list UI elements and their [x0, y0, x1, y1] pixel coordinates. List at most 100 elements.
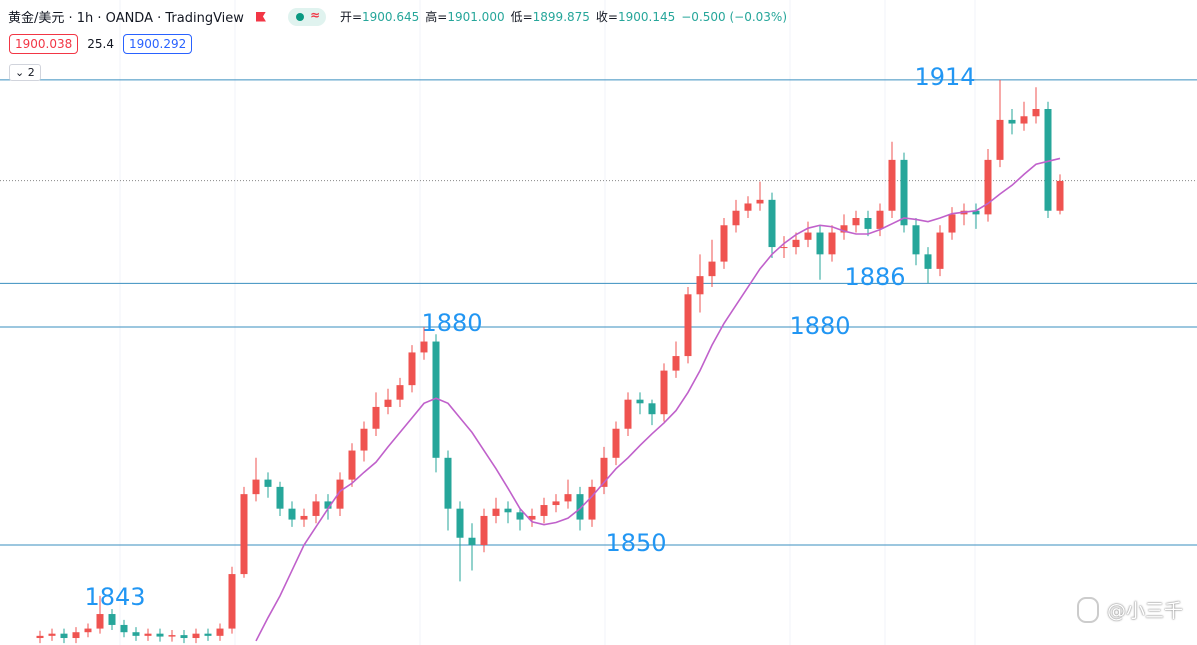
candle-body [120, 624, 128, 633]
candle-body [528, 515, 536, 520]
candle-body [216, 628, 224, 636]
candle-body [912, 225, 920, 255]
candle-body [1044, 109, 1052, 211]
candle-body [144, 633, 152, 636]
ohlc-value: 1900.145 [617, 10, 676, 24]
candle-body [156, 633, 164, 637]
candle-body [36, 635, 44, 639]
ask[interactable]: 1900.292 [122, 34, 193, 54]
candle-body [864, 218, 872, 229]
candle-body [696, 276, 704, 295]
candle-body [384, 399, 392, 407]
candle-body [204, 633, 212, 636]
candle-body [336, 479, 344, 509]
candle-body [324, 501, 332, 509]
candle-body [468, 537, 476, 546]
candle-body [132, 632, 140, 636]
ohlc-value: 1899.875 [532, 10, 590, 24]
candle-body [948, 214, 956, 233]
candle-body [240, 494, 248, 575]
candle-body [504, 508, 512, 513]
candle-body [816, 232, 824, 255]
candle-body [612, 428, 620, 458]
quote-badges: 1900.038 25.4 1900.292 [9, 34, 193, 54]
candle-body [432, 341, 440, 458]
price-annotation: 1914 [914, 63, 975, 91]
candle-body [408, 352, 416, 386]
candle-body [972, 210, 980, 215]
change: −0.500 (−0.03%) [681, 9, 788, 24]
candle-body [936, 232, 944, 269]
candle-body [84, 628, 92, 633]
candle-body [900, 159, 908, 226]
candle-body [480, 515, 488, 546]
candle-body [768, 199, 776, 248]
candle-body [720, 225, 728, 262]
ohlc-value: 1900.645 [362, 10, 420, 24]
candle-body [984, 159, 992, 215]
candle-body [360, 428, 368, 451]
candle-body [108, 614, 116, 625]
candle-body [48, 633, 56, 636]
candle-body [648, 403, 656, 415]
candle-body [228, 574, 236, 629]
candle-body [780, 247, 788, 249]
candle-body [924, 254, 932, 269]
candle-body [672, 356, 680, 371]
moving-average [255, 157, 1061, 642]
candle-body [1032, 109, 1040, 117]
ohlc-label: 开= [339, 10, 362, 24]
candle-body [588, 486, 596, 520]
candle-body [828, 232, 836, 255]
time-grid [119, 0, 976, 645]
candle-body [744, 203, 752, 211]
candle-body [396, 385, 404, 400]
symbol: 黄金/美元 · 1h · OANDA · TradingView [8, 11, 244, 26]
candle-body [564, 494, 572, 502]
candle-body [420, 341, 428, 353]
candle-body [840, 225, 848, 233]
candle-body [708, 261, 716, 277]
candle-body [192, 633, 200, 639]
candle-body [792, 239, 800, 248]
candle-body [540, 505, 548, 516]
price-annotation: 1843 [84, 583, 145, 611]
ohlc-label: 高= [425, 10, 448, 24]
candle-body [576, 494, 584, 520]
candle-body [684, 294, 692, 357]
candle-body [180, 635, 188, 639]
watermark: @小三千 [1076, 596, 1183, 623]
candle-body [756, 199, 764, 204]
candle-body [876, 210, 884, 229]
candle-body [300, 515, 308, 520]
candle-body [372, 406, 380, 429]
candle-body [732, 210, 740, 226]
indicator-toggle[interactable]: ⌄ 2 [9, 64, 41, 81]
ohlc-value: 1901.000 [447, 10, 505, 24]
spread: 25.4 [87, 37, 114, 51]
candle-body [288, 508, 296, 520]
candle-body [492, 508, 500, 516]
ohlc: 开=1900.645 高=1901.000 低=1899.875 收=1900.145 [340, 8, 681, 25]
price-annotation: 1886 [844, 263, 905, 291]
price-annotation: 1880 [789, 312, 850, 340]
flag-icon[interactable] [255, 11, 266, 22]
candle-body [1020, 116, 1028, 124]
candle-body [72, 632, 80, 639]
price-annotation: 1850 [605, 529, 666, 557]
indicator-count: 2 [27, 66, 35, 79]
candle-body [1008, 119, 1016, 124]
candle-body [804, 232, 812, 240]
candle-body [624, 399, 632, 429]
candle-body [888, 159, 896, 211]
candle-body [60, 633, 68, 639]
watermark-text: @小三千 [1106, 600, 1183, 622]
candle-body [96, 614, 104, 629]
candle-body [456, 508, 464, 538]
bid[interactable]: 1900.038 [9, 34, 79, 54]
candle-body [552, 501, 560, 506]
status-pill[interactable]: ≈ [287, 7, 326, 26]
header: 黄金/美元 · 1h · OANDA · TradingView ≈ 开=190… [8, 7, 787, 26]
ohlc-label: 收= [595, 10, 618, 24]
